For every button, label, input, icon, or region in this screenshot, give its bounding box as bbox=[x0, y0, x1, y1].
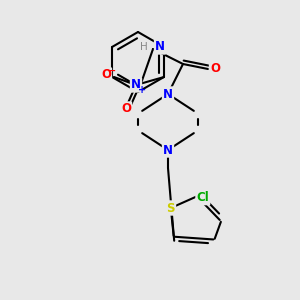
Text: O: O bbox=[121, 103, 131, 116]
Text: N: N bbox=[163, 88, 173, 100]
Text: N: N bbox=[131, 79, 141, 92]
Text: Cl: Cl bbox=[196, 191, 209, 204]
Text: H: H bbox=[140, 42, 148, 52]
Text: N: N bbox=[155, 40, 165, 53]
Text: O: O bbox=[101, 68, 111, 82]
Text: N: N bbox=[163, 143, 173, 157]
Text: S: S bbox=[167, 202, 175, 214]
Text: O: O bbox=[210, 62, 220, 76]
Text: +: + bbox=[138, 85, 146, 95]
Text: −: − bbox=[108, 66, 116, 76]
